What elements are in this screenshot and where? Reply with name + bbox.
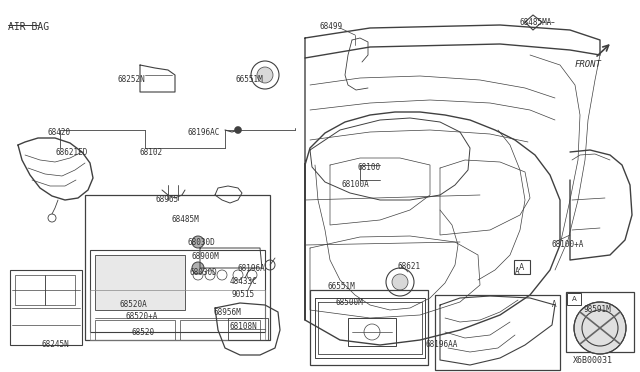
Text: 68965: 68965 [155, 195, 178, 204]
Text: 68956M: 68956M [214, 308, 242, 317]
Text: 68100+A: 68100+A [552, 240, 584, 249]
Text: 90515: 90515 [232, 290, 255, 299]
Bar [90, 250, 265, 332]
Text: 68100A: 68100A [342, 180, 370, 189]
Text: 68500M: 68500M [336, 298, 364, 307]
Text: 48433C: 48433C [230, 277, 258, 286]
Text: 66551M: 66551M [328, 282, 356, 291]
Circle shape [574, 302, 626, 354]
Bar [348, 318, 396, 346]
Text: 68485MA: 68485MA [520, 18, 552, 27]
Text: 98591M: 98591M [583, 305, 611, 314]
Text: A: A [552, 300, 557, 309]
Text: 68196AA: 68196AA [426, 340, 458, 349]
Bar [180, 320, 260, 340]
Text: A: A [520, 263, 525, 272]
Text: 68485M: 68485M [172, 215, 200, 224]
Circle shape [257, 67, 273, 83]
Text: A: A [572, 296, 577, 302]
Text: 68621ED: 68621ED [55, 148, 88, 157]
Text: 68621: 68621 [398, 262, 421, 271]
Text: 68108N: 68108N [230, 322, 258, 331]
Circle shape [234, 126, 241, 134]
Text: 68245N: 68245N [42, 340, 70, 349]
Text: 68196AC: 68196AC [188, 128, 220, 137]
Text: AIR BAG: AIR BAG [8, 22, 49, 32]
Text: 68030D: 68030D [190, 268, 218, 277]
Text: A: A [515, 267, 520, 276]
Text: 68252N: 68252N [118, 75, 146, 84]
Circle shape [392, 274, 408, 290]
Bar [310, 290, 428, 365]
Text: 68520A: 68520A [120, 300, 148, 309]
Bar [435, 295, 560, 370]
Bar [90, 290, 265, 340]
Text: FRONT: FRONT [575, 60, 602, 69]
Bar [566, 292, 634, 352]
Bar [15, 275, 45, 305]
Text: 68520: 68520 [132, 328, 155, 337]
Text: X6B00031: X6B00031 [573, 356, 613, 365]
Bar [228, 318, 268, 340]
Bar [95, 320, 175, 340]
Text: 66551M: 66551M [235, 75, 263, 84]
Text: 68900M: 68900M [192, 252, 220, 261]
Text: 68520+A: 68520+A [126, 312, 158, 321]
Text: 68030D: 68030D [188, 238, 216, 247]
Bar [514, 260, 530, 274]
Text: 68420: 68420 [48, 128, 71, 137]
Text: 68100: 68100 [358, 163, 381, 172]
Bar [85, 195, 270, 340]
Bar [45, 275, 75, 305]
Circle shape [192, 236, 204, 248]
Text: 68499: 68499 [320, 22, 343, 31]
Circle shape [192, 262, 204, 274]
Bar [567, 293, 581, 305]
Bar [95, 255, 185, 310]
Text: 68102: 68102 [140, 148, 163, 157]
Text: 68196A: 68196A [238, 264, 266, 273]
Bar [10, 270, 82, 345]
